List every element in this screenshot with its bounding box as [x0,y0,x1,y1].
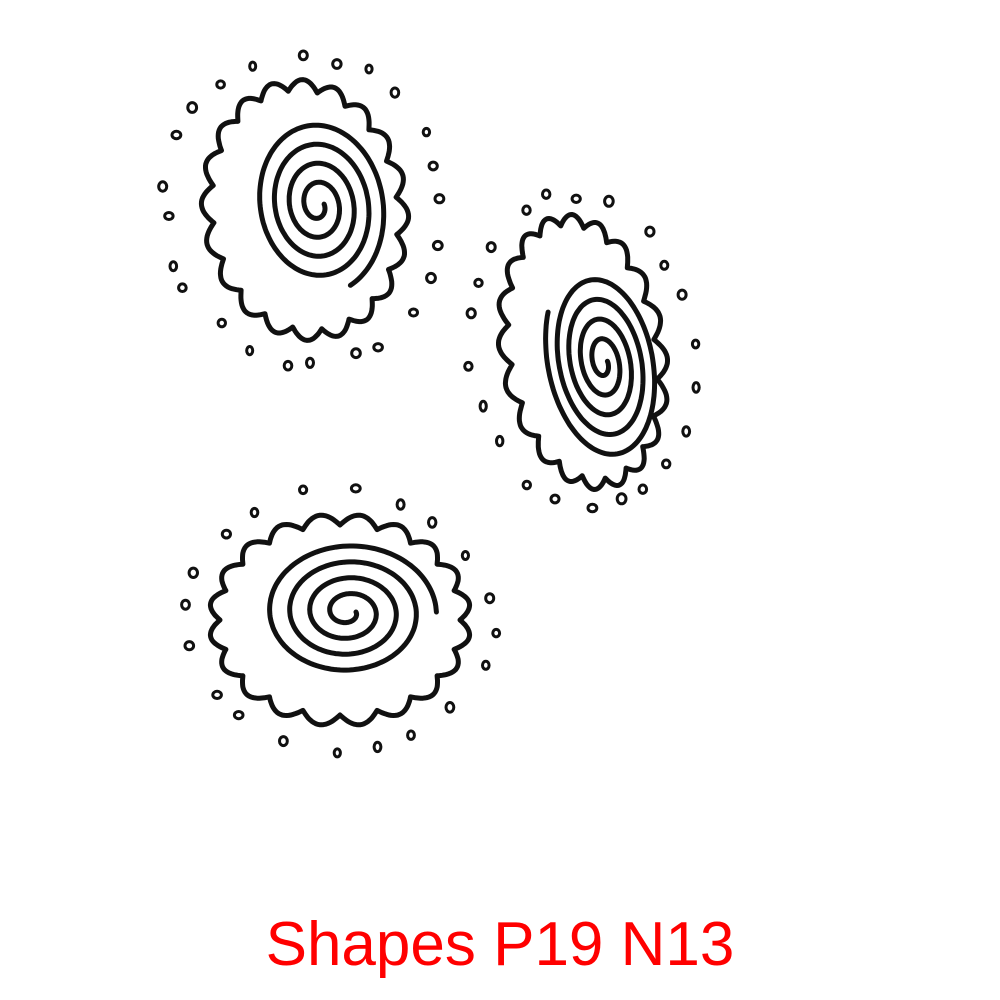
decorative-dot [521,479,532,491]
decorative-dot [478,399,488,413]
decorative-dot [372,740,383,754]
decorative-dot [406,729,416,741]
decorative-dot [586,502,599,514]
decorative-dot [168,260,179,273]
decorative-dot [690,338,701,350]
decorative-dot [215,79,226,90]
decorative-dot [521,204,532,216]
decorative-dot [408,307,419,318]
decorative-dot [691,381,701,394]
decorative-dot [676,288,688,301]
decorative-dot [681,425,692,438]
decorative-dot [484,592,496,605]
decorative-dot [249,506,260,519]
decorative-dot [427,160,439,172]
spiral-line [257,122,387,288]
decorative-dot [485,241,497,254]
decorative-dot [389,86,401,99]
decorative-dot [473,277,484,288]
decorative-dot [350,347,362,360]
decorative-dot [615,492,628,506]
decorative-dot [332,747,342,759]
decorative-dot [187,566,200,579]
decorative-dot [425,271,437,285]
decorative-dot [211,689,223,701]
decorative-dot [349,483,362,494]
decorative-dot [170,129,183,141]
spiral-flower-bottom [180,483,502,759]
decorative-dot [298,484,309,496]
scalloped-border [207,512,473,728]
decorative-dot [245,345,255,357]
decorative-dot [541,188,552,200]
scalloped-border [496,212,670,492]
decorative-dot [481,659,491,671]
decorative-dot [463,360,474,372]
decorative-dot [659,259,670,271]
caption-label: Shapes P19 N13 [265,910,735,979]
spiral-flower-top-left [157,49,446,372]
decorative-dot [491,627,502,639]
decorative-dot [248,60,258,72]
decorative-dot [444,701,456,714]
decorative-dot [495,434,505,448]
decorative-dot [661,458,672,470]
decorative-dot [157,180,169,193]
decorative-dot [395,498,406,511]
decorative-dot [549,493,561,505]
decorative-dot [603,194,615,208]
decorative-dot [183,640,196,652]
decorative-dot [220,528,232,540]
decorative-dot [465,307,477,320]
decorative-dot [186,101,199,114]
decorative-dot [216,317,228,329]
decorative-dot [364,63,374,75]
decorative-dot [431,239,444,252]
decorative-dot [570,193,582,205]
decorative-dot [305,356,315,369]
decorative-dot [421,126,432,138]
decorative-dot [163,211,175,221]
decorative-dot [297,49,309,62]
decorative-dot [644,225,656,238]
spiral-line [267,543,439,673]
decorative-dot [637,483,649,495]
decorative-dot [278,735,289,748]
spiral-line [543,277,658,457]
decorative-dot [427,516,438,529]
decorative-dot [460,550,470,561]
decorative-dot [433,193,446,205]
scalloped-border [198,77,412,343]
spiral-flower-right [463,188,701,514]
decorative-dot [372,342,384,353]
decorative-dot [282,359,294,372]
decorative-dot [331,58,343,70]
decorative-dot [232,710,245,721]
decorative-dot [177,282,188,294]
decorative-dot [180,598,191,611]
